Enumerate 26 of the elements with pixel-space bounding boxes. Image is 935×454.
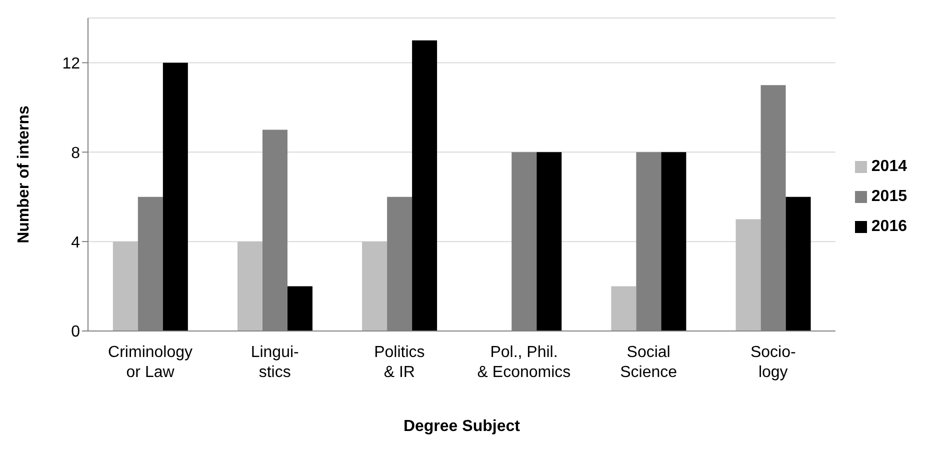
x-tick-label: Socio- logy xyxy=(750,344,796,381)
bar xyxy=(412,40,438,331)
x-tick-label: Lingui- stics xyxy=(250,344,299,381)
bar xyxy=(736,219,761,331)
y-tick-label: 4 xyxy=(71,234,80,252)
legend-label: 2015 xyxy=(871,188,907,205)
y-axis-title: Number of interns xyxy=(16,106,33,244)
y-tick-label: 0 xyxy=(71,324,80,341)
legend-label: 2014 xyxy=(871,158,907,175)
x-tick-label: Criminology or Law xyxy=(108,344,193,381)
y-tick-label: 8 xyxy=(71,144,80,162)
bar xyxy=(536,152,562,331)
x-tick-label: Pol., Phil. & Economics xyxy=(477,344,571,381)
y-tick-label: 12 xyxy=(62,55,80,72)
bar xyxy=(611,286,636,331)
x-tick-label: Social Science xyxy=(620,344,678,381)
x-axis-title: Degree Subject xyxy=(403,418,521,435)
bar xyxy=(237,242,262,331)
bar xyxy=(661,152,686,331)
bar xyxy=(287,286,312,331)
bar xyxy=(112,242,138,331)
bar xyxy=(362,242,388,331)
x-tick-label: Politics & IR xyxy=(374,344,425,381)
legend-label: 2016 xyxy=(871,218,907,235)
bar xyxy=(786,196,811,331)
bar xyxy=(162,62,188,331)
